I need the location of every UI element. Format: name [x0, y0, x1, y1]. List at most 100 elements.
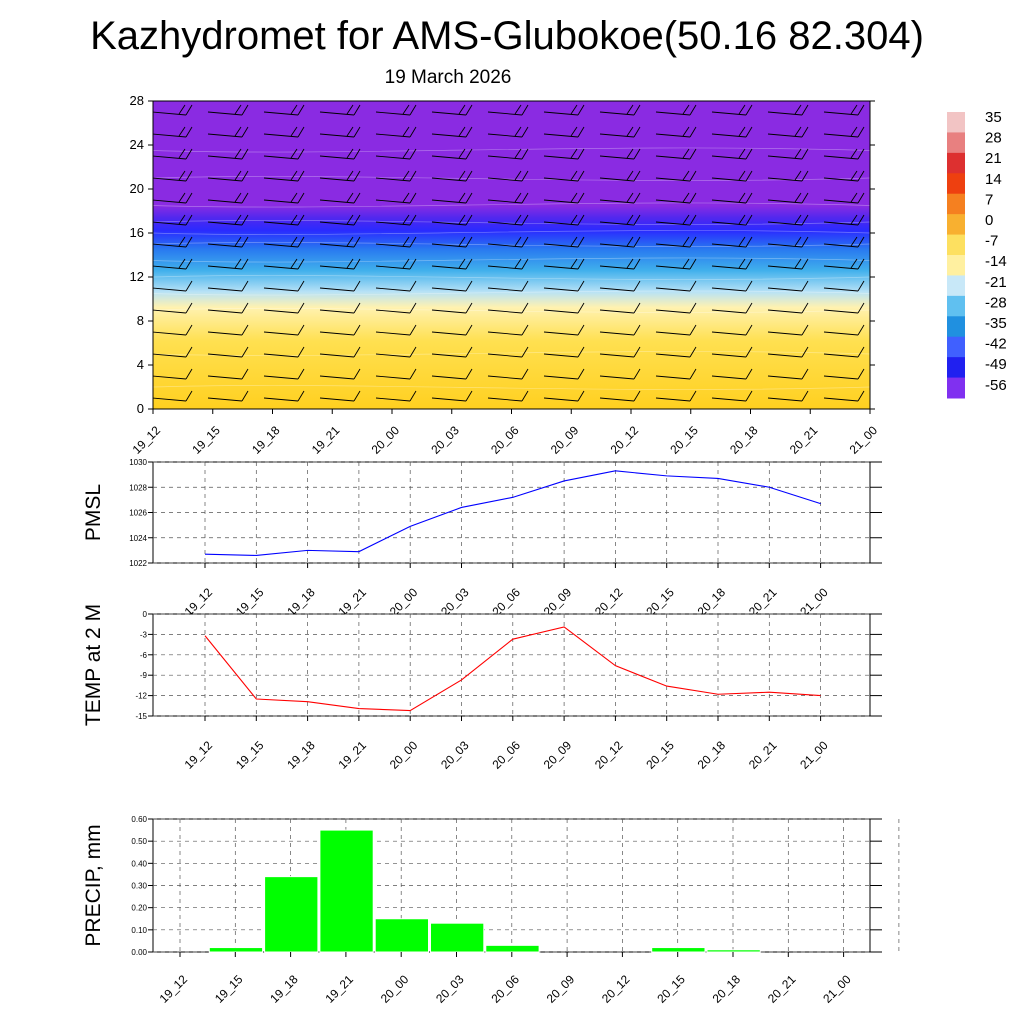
y-tick-label: 0.40 — [131, 859, 147, 868]
wind-barb — [543, 243, 579, 248]
wind-barb-flag — [633, 236, 641, 248]
wind-barb — [431, 397, 467, 402]
wind-barb-flag — [745, 280, 753, 292]
wind-barb-flag — [801, 258, 809, 270]
wind-barb-flag — [850, 192, 858, 203]
wind-barb-flag — [465, 236, 473, 248]
wind-barb — [319, 111, 355, 116]
wind-barb-flag — [689, 346, 697, 358]
wind-barb — [487, 375, 523, 380]
x-tick-label: 20_09 — [544, 972, 578, 1006]
wind-barb-flag — [521, 258, 529, 270]
wind-barb — [431, 133, 467, 138]
wind-barb-flag — [353, 126, 361, 138]
x-tick-label: 20_21 — [787, 423, 821, 457]
wind-barb — [767, 111, 803, 116]
wind-barb-flag — [409, 170, 417, 182]
wind-barb-flag — [185, 258, 193, 270]
wind-barb — [823, 397, 859, 402]
wind-barb-flag — [234, 104, 242, 115]
wind-barb-flag — [521, 346, 529, 358]
wind-barb — [767, 287, 803, 292]
wind-barb — [823, 155, 859, 160]
wind-barb — [767, 133, 803, 138]
wind-barb-flag — [402, 148, 410, 159]
wind-barb-flag — [465, 126, 473, 138]
x-tick-label: 19_21 — [336, 738, 370, 772]
wind-barb-flag — [682, 236, 690, 247]
wind-barb — [823, 375, 859, 380]
wind-barb-flag — [577, 214, 585, 226]
wind-barb — [543, 309, 579, 314]
profile-field — [153, 101, 870, 409]
wind-barb-flag — [241, 368, 249, 380]
wind-barb-flag — [353, 302, 361, 314]
wind-barb-flag — [346, 170, 354, 181]
colorbar-swatch — [947, 336, 965, 358]
wind-barb-flag — [801, 324, 809, 336]
wind-barb-flag — [185, 148, 193, 160]
wind-barb — [655, 243, 691, 248]
wind-barb-flag — [297, 302, 305, 314]
x-tick-label: 20_15 — [667, 423, 701, 457]
wind-barb — [767, 177, 803, 182]
wind-barb-flag — [353, 104, 361, 116]
wind-barb — [599, 199, 635, 204]
wind-barb-flag — [514, 170, 522, 181]
wind-barb — [543, 177, 579, 182]
colorbar-swatch — [947, 112, 965, 133]
wind-barb-flag — [402, 236, 410, 247]
wind-barb-flag — [745, 368, 753, 380]
wind-barb-flag — [794, 258, 802, 269]
wind-barb-flag — [297, 126, 305, 138]
wind-barb-flag — [465, 170, 473, 182]
x-tick-label: 21_00 — [847, 423, 881, 457]
wind-barb-flag — [738, 170, 746, 181]
wind-barb-flag — [178, 148, 186, 159]
wind-barb-flag — [178, 214, 186, 225]
wind-barb — [711, 111, 747, 116]
wind-barb — [431, 243, 467, 248]
wind-barb-flag — [297, 280, 305, 292]
wind-barb-flag — [745, 170, 753, 182]
wind-barb-flag — [857, 170, 865, 182]
isoline — [153, 257, 870, 263]
wind-barb-flag — [353, 280, 361, 292]
wind-barb — [375, 265, 411, 270]
wind-barb — [431, 353, 467, 358]
y-tick-label: 1030 — [129, 458, 147, 467]
wind-barb — [263, 397, 299, 402]
x-tick-label: 19_18 — [267, 972, 301, 1006]
x-tick-label: 21_00 — [820, 972, 854, 1006]
wind-barb-flag — [577, 126, 585, 138]
wind-barb-flag — [521, 214, 529, 226]
wind-barb-flag — [185, 390, 193, 402]
wind-barb — [319, 331, 355, 336]
wind-barb — [767, 331, 803, 336]
isoline — [153, 230, 870, 235]
wind-barb-flag — [234, 236, 242, 247]
wind-barb-flag — [409, 214, 417, 226]
wind-barb-flag — [689, 280, 697, 292]
x-tick-label: 20_15 — [643, 738, 677, 772]
y-axis-label: TEMP at 2 M — [82, 604, 105, 726]
wind-barb — [319, 397, 355, 402]
wind-barb-flag — [241, 258, 249, 270]
wind-barb-flag — [682, 170, 690, 181]
precip-bar — [264, 876, 319, 953]
y-tick-label: 0.60 — [131, 815, 147, 824]
wind-barb-flag — [458, 170, 466, 181]
wind-barb — [487, 111, 523, 116]
wind-barb-flag — [745, 258, 753, 270]
wind-barb — [375, 309, 411, 314]
wind-barb — [207, 331, 243, 336]
wind-barb-flag — [577, 390, 585, 402]
wind-barb-flag — [458, 258, 466, 269]
wind-barb — [207, 177, 243, 182]
wind-barb-flag — [241, 280, 249, 292]
wind-barb-flag — [801, 214, 809, 226]
precip-bar — [706, 949, 761, 953]
x-tick-label: 20_12 — [599, 972, 633, 1006]
wind-barb — [823, 199, 859, 204]
